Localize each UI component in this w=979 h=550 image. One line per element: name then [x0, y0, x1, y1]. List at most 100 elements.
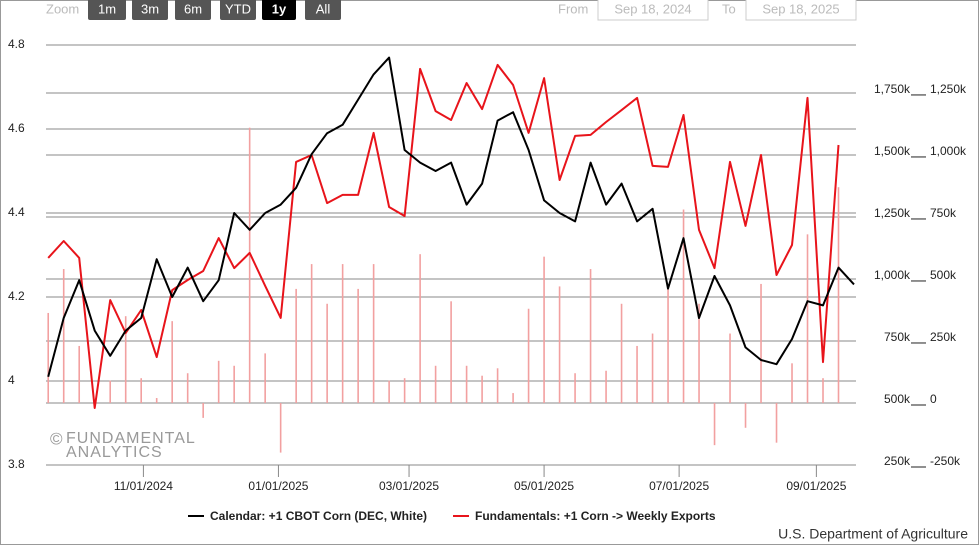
y3-tick-label: 750k	[930, 206, 957, 220]
y2-tick-label: 1,750k	[874, 82, 911, 96]
x-tick-label: 03/01/2025	[379, 479, 439, 493]
x-tick-label: 01/01/2025	[248, 479, 308, 493]
zoom-button-bg[interactable]	[305, 0, 341, 20]
to-input[interactable]	[745, 0, 857, 21]
y2-tick-label: 1,000k	[874, 268, 911, 282]
bar	[620, 303, 623, 403]
bar	[248, 127, 251, 403]
bar	[682, 209, 685, 403]
y3-tick-label: 0	[930, 392, 937, 406]
bar	[729, 333, 731, 403]
bar	[496, 368, 499, 403]
legend-label: Fundamentals: +1 Corn -> Weekly Exports	[475, 509, 716, 523]
y-tick-label: 4.2	[8, 289, 25, 303]
x-tick-label: 05/01/2025	[514, 479, 574, 493]
bar	[512, 393, 514, 403]
zoom-button-label[interactable]: All	[316, 1, 331, 16]
zoom-button-bg[interactable]	[220, 0, 256, 20]
bar	[279, 402, 282, 453]
bar	[837, 187, 840, 403]
zoom-button-label[interactable]: 1y	[272, 1, 287, 16]
bar	[155, 398, 158, 403]
zoom-button-bg[interactable]	[88, 0, 126, 20]
bar	[419, 254, 421, 403]
bar	[481, 375, 483, 403]
zoom-button[interactable]: 3m	[132, 0, 168, 20]
bar	[558, 286, 561, 403]
bar	[605, 370, 607, 403]
zoom-button[interactable]: All	[305, 0, 341, 20]
legend-label: Calendar: +1 CBOT Corn (DEC, White)	[210, 509, 427, 523]
from-label: From	[558, 1, 588, 16]
bar	[775, 402, 778, 443]
zoom-button-bg[interactable]	[262, 0, 296, 20]
zoom-button-label[interactable]: 3m	[141, 1, 159, 16]
y2-tick-label: 750k	[884, 330, 911, 344]
zoom-button-bg[interactable]	[175, 0, 211, 20]
bar	[744, 402, 747, 428]
watermark: FUNDAMENTAL	[66, 430, 196, 447]
to-value[interactable]: Sep 18, 2025	[762, 1, 839, 16]
bar	[636, 345, 638, 403]
bar	[450, 301, 452, 403]
to-label: To	[722, 1, 736, 16]
bar	[434, 365, 437, 403]
bar	[202, 402, 204, 418]
bar	[295, 288, 297, 403]
bar	[171, 321, 173, 403]
zoom-button[interactable]: YTD	[220, 0, 256, 20]
bar	[264, 353, 266, 403]
bar	[217, 360, 220, 403]
bar	[62, 269, 65, 403]
bar	[713, 402, 716, 446]
bar	[806, 234, 809, 403]
bar	[465, 365, 468, 403]
bar	[388, 380, 390, 403]
zoom-button[interactable]: 6m	[175, 0, 211, 20]
y-tick-label: 4.4	[8, 205, 25, 219]
watermark: ANALYTICS	[66, 444, 163, 461]
y2-tick-label: 250k	[884, 454, 911, 468]
zoom-button-label[interactable]: YTD	[225, 1, 251, 16]
y2-tick-label: 1,250k	[874, 206, 911, 220]
bar	[822, 378, 824, 403]
bar	[791, 363, 793, 403]
x-tick-label: 11/01/2024	[114, 479, 173, 493]
bar	[140, 378, 142, 403]
zoom-button[interactable]: 1m	[88, 0, 126, 20]
from-input[interactable]	[597, 0, 709, 21]
y-tick-label: 4	[8, 373, 15, 387]
y-tick-label: 3.8	[8, 457, 25, 471]
y-tick-label: 4.8	[8, 37, 25, 51]
y3-tick-label: -250k	[930, 454, 961, 468]
source: U.S. Department of Agriculture	[778, 526, 968, 542]
y2-tick-label: 500k	[884, 392, 911, 406]
bar	[543, 256, 545, 403]
y2-tick-label: 1,500k	[874, 144, 911, 158]
bar	[186, 373, 189, 403]
zoom-label: Zoom	[46, 1, 79, 16]
bar	[651, 333, 654, 403]
zoom-button[interactable]: 1y	[262, 0, 296, 20]
y3-tick-label: 1,250k	[930, 82, 967, 96]
bar	[527, 308, 530, 403]
bar	[698, 303, 700, 403]
watermark-symbol: ©	[50, 429, 63, 448]
y3-tick-label: 500k	[930, 268, 957, 282]
bar	[357, 288, 359, 403]
y3-tick-label: 1,000k	[930, 144, 967, 158]
zoom-button-bg[interactable]	[132, 0, 168, 20]
bar	[326, 303, 328, 403]
from-value[interactable]: Sep 18, 2024	[614, 1, 691, 16]
bar	[403, 378, 406, 403]
zoom-button-label[interactable]: 1m	[98, 1, 116, 16]
y3-tick-label: 250k	[930, 330, 957, 344]
bar	[341, 264, 344, 403]
bar	[372, 264, 375, 403]
bar	[574, 373, 576, 403]
x-tick-label: 07/01/2025	[649, 479, 709, 493]
bar	[589, 269, 592, 403]
zoom-button-label[interactable]: 6m	[184, 1, 202, 16]
